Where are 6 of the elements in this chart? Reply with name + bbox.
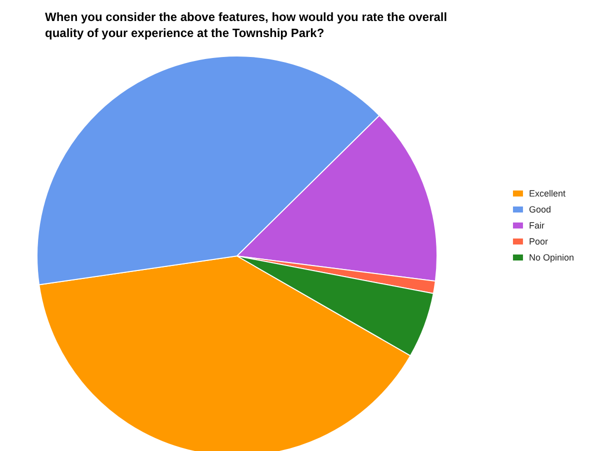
legend-label: Good: [528, 204, 552, 214]
legend-label: Excellent: [528, 188, 566, 198]
legend-label: Poor: [528, 236, 548, 246]
legend-label: No Opinion: [528, 252, 574, 262]
legend-label: Fair: [528, 220, 544, 230]
chart-title: When you consider the above features, how would you rate the overall quality of your experience at the Township Park?: [45, 10, 450, 40]
